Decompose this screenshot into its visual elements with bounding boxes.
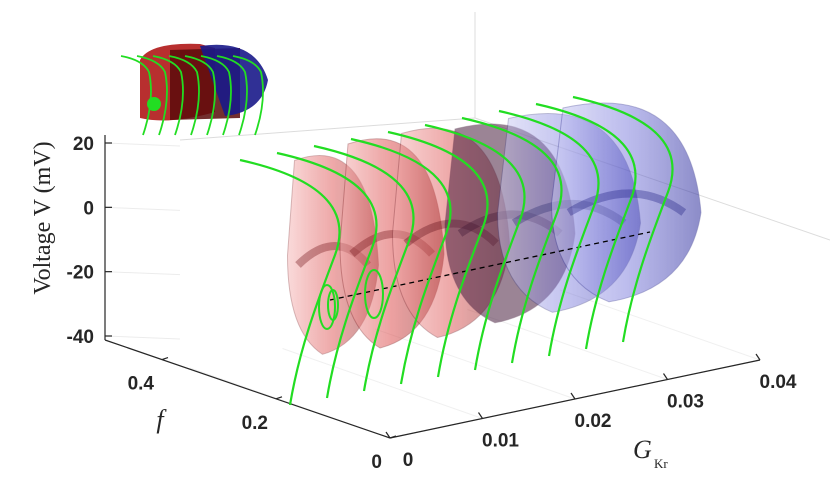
x-tick-label: 0.03 bbox=[667, 392, 704, 413]
x-axis-label-sub: Kr bbox=[654, 456, 668, 471]
x-grid-line bbox=[559, 289, 761, 361]
y-tick-mark bbox=[389, 435, 397, 439]
inset-trajectory bbox=[200, 55, 232, 136]
spiral-trajectories bbox=[318, 269, 384, 330]
y-tick-label: 0 bbox=[371, 452, 382, 473]
z-tick-label: -40 bbox=[67, 327, 94, 348]
z-grid-line bbox=[104, 335, 181, 340]
inset-trajectory bbox=[168, 55, 200, 136]
z-tick-label: 0 bbox=[83, 198, 94, 219]
spiral-loop bbox=[364, 269, 384, 319]
spiral-loop bbox=[327, 289, 339, 321]
x-tick-mark bbox=[385, 431, 391, 439]
trajectory-line bbox=[461, 116, 563, 364]
y-tick-mark bbox=[275, 396, 283, 400]
inset-trajectory bbox=[184, 55, 216, 136]
x-tick-label: 0.04 bbox=[760, 372, 797, 393]
x-tick-label: 0.01 bbox=[482, 431, 519, 452]
inset-trajectory bbox=[120, 55, 152, 136]
trajectory-line bbox=[535, 102, 637, 350]
y-ticks: 0.4 0.2 0 bbox=[128, 357, 397, 473]
z-grid-line bbox=[104, 206, 181, 211]
inset-trajectory bbox=[136, 55, 168, 136]
limit-cycle-surface bbox=[550, 102, 702, 303]
x-axis-label-main: G bbox=[633, 435, 652, 464]
z-grid-line bbox=[104, 142, 181, 147]
inset-surface bbox=[120, 43, 268, 136]
y-tick-label: 0.2 bbox=[242, 413, 268, 434]
inset-trajectory bbox=[232, 55, 264, 136]
z-ticks: 20 0 -20 -40 bbox=[67, 134, 112, 348]
trajectory-line bbox=[276, 151, 378, 399]
y-tick-label: 0.4 bbox=[128, 374, 155, 395]
x-axis-label: G Kr bbox=[633, 435, 668, 471]
x-tick-label: 0 bbox=[403, 450, 414, 471]
spiral-loop bbox=[318, 284, 336, 330]
z-tick-label: -20 bbox=[67, 263, 94, 284]
inset-trajectory bbox=[216, 55, 248, 136]
trajectory-line bbox=[498, 109, 600, 357]
x-ticks: 0 0.01 0.02 0.03 0.04 bbox=[385, 353, 797, 471]
z-axis-label: Voltage V (mV) bbox=[30, 141, 56, 294]
x-tick-mark bbox=[663, 373, 668, 380]
trajectory-line bbox=[350, 137, 452, 385]
limit-cycle-surfaces bbox=[286, 102, 702, 355]
y-axis-label: f bbox=[156, 405, 167, 434]
surface-band bbox=[566, 189, 687, 216]
trajectories bbox=[239, 95, 674, 406]
inset-trajectory bbox=[152, 55, 184, 136]
trajectory-line bbox=[313, 144, 415, 392]
x-tick-label: 0.02 bbox=[575, 411, 612, 432]
trajectory-line bbox=[424, 123, 526, 371]
y-tick-mark bbox=[161, 357, 169, 361]
z-tick-label: 20 bbox=[73, 134, 94, 155]
x-tick-mark bbox=[478, 412, 483, 419]
z-grid-line bbox=[104, 271, 181, 276]
trajectory-line bbox=[387, 130, 489, 378]
x-tick-mark bbox=[755, 353, 761, 361]
x-tick-mark bbox=[570, 392, 576, 400]
x-grid-line bbox=[282, 348, 483, 419]
trajectory-line bbox=[572, 95, 674, 343]
trajectory-line bbox=[239, 158, 341, 406]
